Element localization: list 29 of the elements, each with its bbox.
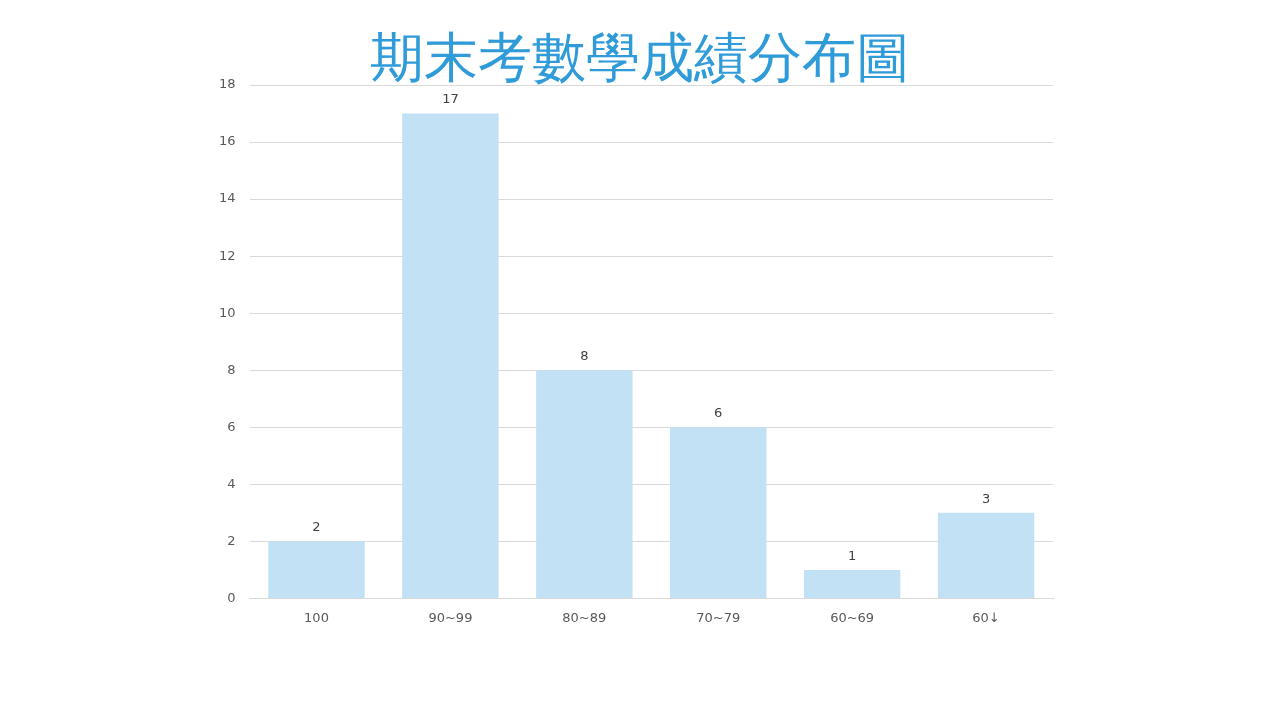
data-label: 2 xyxy=(312,519,321,535)
bar xyxy=(268,541,365,598)
bar xyxy=(536,370,633,598)
data-label: 1 xyxy=(847,547,857,563)
y-tick-label: 16 xyxy=(219,133,236,149)
chart-title: 期末考數學成績分布圖 xyxy=(370,26,910,89)
data-label: 6 xyxy=(714,405,723,421)
data-label: 8 xyxy=(580,348,589,364)
data-label: 3 xyxy=(981,490,991,506)
bar xyxy=(402,113,499,598)
x-tick-label: 90~99 xyxy=(428,609,473,625)
y-tick-label: 0 xyxy=(227,589,236,605)
x-tick-label: 60~69 xyxy=(830,609,875,625)
x-tick-label: 60↓ xyxy=(972,609,1000,625)
bar xyxy=(937,512,1035,598)
x-tick-label: 70~79 xyxy=(696,609,741,625)
y-tick-label: 14 xyxy=(219,190,236,206)
y-tick-label: 10 xyxy=(219,304,236,320)
data-label: 17 xyxy=(442,91,459,107)
y-tick-label: 2 xyxy=(227,532,236,548)
bar xyxy=(670,427,767,598)
bar xyxy=(803,569,901,598)
x-tick-label: 100 xyxy=(304,609,329,625)
y-tick-label: 8 xyxy=(227,361,236,377)
y-tick-label: 4 xyxy=(227,475,236,491)
x-tick-label: 80~89 xyxy=(562,609,607,625)
y-tick-label: 18 xyxy=(219,76,236,92)
y-tick-label: 12 xyxy=(219,247,236,263)
y-tick-label: 6 xyxy=(227,418,236,434)
